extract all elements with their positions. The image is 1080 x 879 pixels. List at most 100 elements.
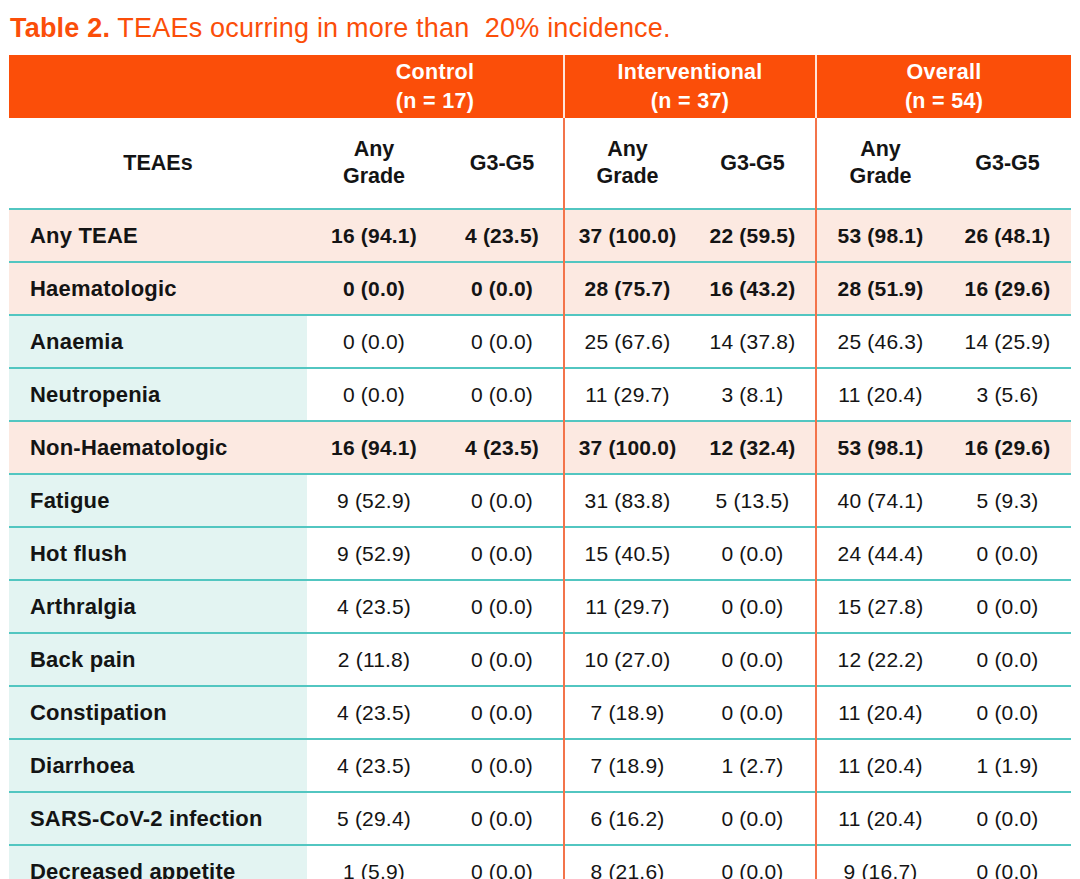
value-cell: 0 (0.0) [441, 580, 564, 633]
row-label: Constipation [9, 686, 307, 739]
value-cell: 6 (16.2) [564, 792, 690, 845]
value-cell: 25 (67.6) [564, 315, 690, 368]
value-cell: 0 (0.0) [944, 792, 1071, 845]
subheader-g3-g5: G3-G5 [441, 118, 564, 209]
table-row-constipation: Constipation 4 (23.5) 0 (0.0) 7 (18.9) 0… [9, 686, 1071, 739]
value-cell: 31 (83.8) [564, 474, 690, 527]
value-cell: 0 (0.0) [944, 580, 1071, 633]
value-cell: 53 (98.1) [816, 421, 944, 474]
value-cell: 11 (20.4) [816, 368, 944, 421]
column-group-control: Control (n = 17) [307, 55, 564, 118]
value-cell: 2 (11.8) [307, 633, 441, 686]
table-row-sars-cov-2-infection: SARS-CoV-2 infection 5 (29.4) 0 (0.0) 6 … [9, 792, 1071, 845]
subheader-g3-g5: G3-G5 [944, 118, 1071, 209]
value-cell: 24 (44.4) [816, 527, 944, 580]
group-n: (n = 54) [817, 87, 1071, 115]
row-label: Anaemia [9, 315, 307, 368]
value-cell: 3 (5.6) [944, 368, 1071, 421]
value-cell: 11 (29.7) [564, 368, 690, 421]
value-cell: 16 (29.6) [944, 262, 1071, 315]
value-cell: 16 (94.1) [307, 209, 441, 262]
value-cell: 15 (27.8) [816, 580, 944, 633]
value-cell: 4 (23.5) [307, 739, 441, 792]
value-cell: 25 (46.3) [816, 315, 944, 368]
row-label: Fatigue [9, 474, 307, 527]
teae-incidence-table: Control (n = 17) Interventional (n = 37)… [9, 55, 1071, 879]
row-label: Hot flush [9, 527, 307, 580]
row-label: Diarrhoea [9, 739, 307, 792]
value-cell: 0 (0.0) [690, 633, 816, 686]
value-cell: 0 (0.0) [441, 262, 564, 315]
group-n: (n = 37) [565, 87, 815, 115]
value-cell: 12 (32.4) [690, 421, 816, 474]
value-cell: 0 (0.0) [441, 315, 564, 368]
row-label: Back pain [9, 633, 307, 686]
value-cell: 9 (52.9) [307, 474, 441, 527]
table-row-anaemia: Anaemia 0 (0.0) 0 (0.0) 25 (67.6) 14 (37… [9, 315, 1071, 368]
row-label: Haematologic [9, 262, 307, 315]
value-cell: 4 (23.5) [441, 421, 564, 474]
value-cell: 0 (0.0) [690, 527, 816, 580]
value-cell: 5 (13.5) [690, 474, 816, 527]
table-caption: Table 2. TEAEs ocurring in more than 20%… [10, 12, 1080, 45]
value-cell: 0 (0.0) [441, 527, 564, 580]
table-caption-text: TEAEs ocurring in more than 20% incidenc… [110, 13, 671, 43]
row-header-teaes: TEAEs [9, 118, 307, 209]
value-cell: 5 (9.3) [944, 474, 1071, 527]
value-cell: 22 (59.5) [690, 209, 816, 262]
table-row-any-teae: Any TEAE 16 (94.1) 4 (23.5) 37 (100.0) 2… [9, 209, 1071, 262]
value-cell: 53 (98.1) [816, 209, 944, 262]
value-cell: 0 (0.0) [441, 792, 564, 845]
value-cell: 0 (0.0) [690, 792, 816, 845]
value-cell: 11 (20.4) [816, 686, 944, 739]
group-n: (n = 17) [307, 87, 563, 115]
value-cell: 9 (16.7) [816, 845, 944, 879]
value-cell: 8 (21.6) [564, 845, 690, 879]
table-row-arthralgia: Arthralgia 4 (23.5) 0 (0.0) 11 (29.7) 0 … [9, 580, 1071, 633]
row-label: Non-Haematologic [9, 421, 307, 474]
value-cell: 12 (22.2) [816, 633, 944, 686]
value-cell: 16 (94.1) [307, 421, 441, 474]
subheader-g3-g5: G3-G5 [690, 118, 816, 209]
value-cell: 7 (18.9) [564, 686, 690, 739]
column-group-overall: Overall (n = 54) [816, 55, 1071, 118]
value-cell: 0 (0.0) [441, 633, 564, 686]
row-label: Any TEAE [9, 209, 307, 262]
value-cell: 0 (0.0) [690, 580, 816, 633]
value-cell: 1 (5.9) [307, 845, 441, 879]
value-cell: 4 (23.5) [441, 209, 564, 262]
value-cell: 0 (0.0) [441, 845, 564, 879]
sub-header-row: TEAEs Any Grade G3-G5 Any Grade G3-G5 An… [9, 118, 1071, 209]
table-row-fatigue: Fatigue 9 (52.9) 0 (0.0) 31 (83.8) 5 (13… [9, 474, 1071, 527]
row-label: Neutropenia [9, 368, 307, 421]
table-row-back-pain: Back pain 2 (11.8) 0 (0.0) 10 (27.0) 0 (… [9, 633, 1071, 686]
value-cell: 14 (37.8) [690, 315, 816, 368]
value-cell: 11 (20.4) [816, 739, 944, 792]
row-label: Arthralgia [9, 580, 307, 633]
value-cell: 28 (75.7) [564, 262, 690, 315]
value-cell: 11 (29.7) [564, 580, 690, 633]
row-label: Decreased appetite [9, 845, 307, 879]
value-cell: 16 (43.2) [690, 262, 816, 315]
subheader-any-grade: Any Grade [564, 118, 690, 209]
subheader-any-grade: Any Grade [307, 118, 441, 209]
value-cell: 1 (1.9) [944, 739, 1071, 792]
value-cell: 0 (0.0) [441, 474, 564, 527]
value-cell: 0 (0.0) [944, 686, 1071, 739]
group-name: Control [307, 58, 563, 86]
value-cell: 37 (100.0) [564, 209, 690, 262]
value-cell: 0 (0.0) [944, 633, 1071, 686]
table-row-haematologic: Haematologic 0 (0.0) 0 (0.0) 28 (75.7) 1… [9, 262, 1071, 315]
group-name: Overall [817, 58, 1071, 86]
value-cell: 15 (40.5) [564, 527, 690, 580]
value-cell: 4 (23.5) [307, 686, 441, 739]
table-row-diarrhoea: Diarrhoea 4 (23.5) 0 (0.0) 7 (18.9) 1 (2… [9, 739, 1071, 792]
corner-cell [9, 55, 307, 118]
value-cell: 0 (0.0) [441, 739, 564, 792]
value-cell: 0 (0.0) [944, 527, 1071, 580]
value-cell: 0 (0.0) [307, 262, 441, 315]
value-cell: 0 (0.0) [944, 845, 1071, 879]
value-cell: 11 (20.4) [816, 792, 944, 845]
group-header-row: Control (n = 17) Interventional (n = 37)… [9, 55, 1071, 118]
value-cell: 10 (27.0) [564, 633, 690, 686]
